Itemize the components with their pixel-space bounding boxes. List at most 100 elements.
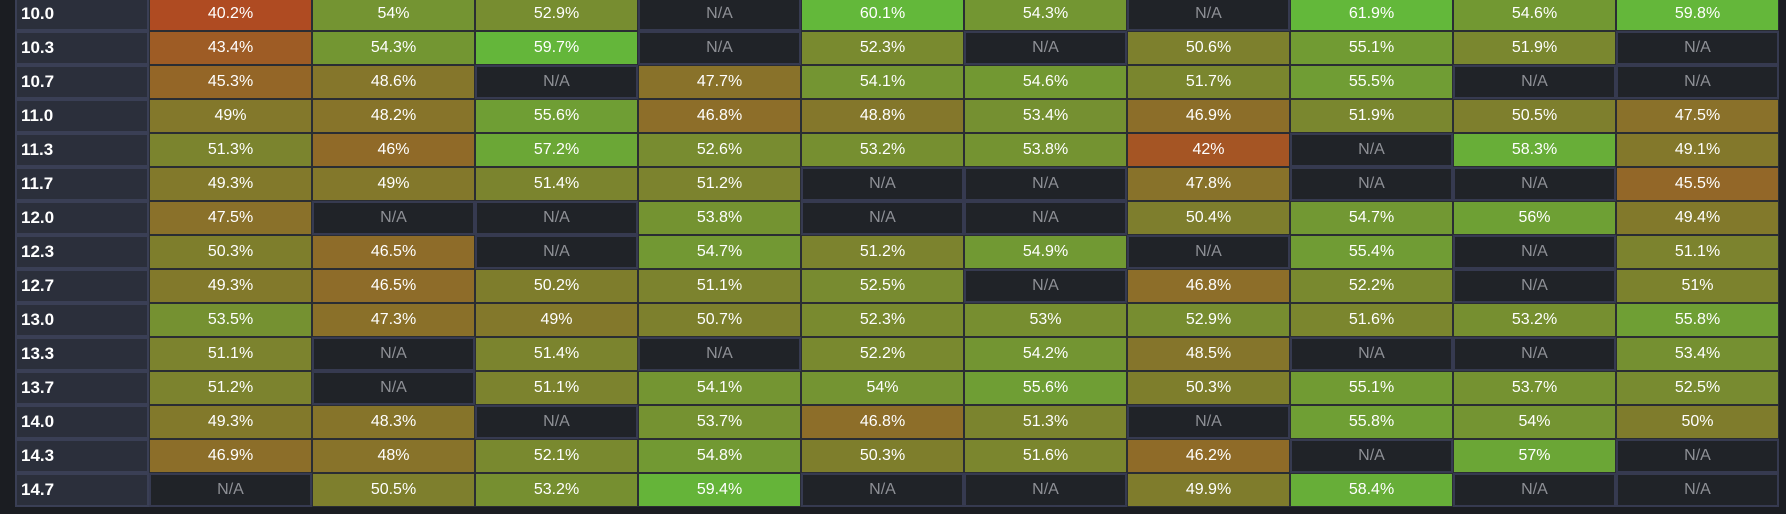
heatmap-cell: N/A [801,473,964,507]
heatmap-cell: 52.3% [801,31,964,65]
row-header: 14.0 [15,405,149,439]
heatmap-cell: N/A [475,65,638,99]
heatmap-cell: N/A [1290,167,1453,201]
heatmap-cell: 53.4% [1616,337,1779,371]
heatmap-cell: 51.1% [1616,235,1779,269]
heatmap-cell: N/A [964,167,1127,201]
heatmap-cell: 47.8% [1127,167,1290,201]
heatmap-cell: 46.5% [312,269,475,303]
heatmap-cell: N/A [1127,235,1290,269]
heatmap-cell: 61.9% [1290,0,1453,31]
heatmap-cell: 46.5% [312,235,475,269]
heatmap-cell: 46.8% [638,99,801,133]
heatmap-cell: 55.1% [1290,371,1453,405]
heatmap-cell: 45.3% [149,65,312,99]
heatmap-cell: 59.4% [638,473,801,507]
heatmap-cell: 54.8% [638,439,801,473]
heatmap-cell: 46.8% [1127,269,1290,303]
heatmap-cell: N/A [1290,439,1453,473]
heatmap-cell: N/A [1453,167,1616,201]
heatmap-cell: 56% [1453,201,1616,235]
row-header: 12.0 [15,201,149,235]
heatmap-cell: 47.5% [1616,99,1779,133]
heatmap-cell: 54.9% [964,235,1127,269]
heatmap-cell: 55.5% [1290,65,1453,99]
heatmap-cell: 52.1% [475,439,638,473]
heatmap-cell: 53.2% [801,133,964,167]
heatmap-cell: N/A [1453,235,1616,269]
heatmap-cell: 52.2% [801,337,964,371]
heatmap-cell: N/A [638,31,801,65]
heatmap-cell: 54% [312,0,475,31]
heatmap-cell: 51.6% [964,439,1127,473]
heatmap-cell: 52.2% [1290,269,1453,303]
heatmap-cell: 46% [312,133,475,167]
heatmap-cell: N/A [801,201,964,235]
heatmap-cell: N/A [312,337,475,371]
heatmap-cell: N/A [1127,405,1290,439]
heatmap-cell: 53.2% [1453,303,1616,337]
heatmap-cell: 52.9% [1127,303,1290,337]
heatmap-cell: 52.5% [1616,371,1779,405]
heatmap-cell: 55.8% [1290,405,1453,439]
heatmap-cell: 43.4% [149,31,312,65]
heatmap-cell: 51.9% [1453,31,1616,65]
heatmap-cell: 49.9% [1127,473,1290,507]
heatmap-cell: N/A [1290,337,1453,371]
row-header: 10.3 [15,31,149,65]
heatmap-cell: 47.3% [312,303,475,337]
heatmap-cell: 51.3% [149,133,312,167]
heatmap-cell: N/A [475,201,638,235]
heatmap-cell: 54.7% [638,235,801,269]
heatmap-cell: 46.9% [1127,99,1290,133]
heatmap-cell: 51.4% [475,167,638,201]
heatmap-cell: 50.2% [475,269,638,303]
heatmap-cell: 48.3% [312,405,475,439]
heatmap-cell: 50% [1616,405,1779,439]
heatmap-cell: 52.5% [801,269,964,303]
heatmap-cell: 50.3% [149,235,312,269]
heatmap-cell: 48.2% [312,99,475,133]
heatmap-cell: 51.7% [1127,65,1290,99]
heatmap-cell: 49.3% [149,167,312,201]
heatmap-cell: 51% [1616,269,1779,303]
heatmap-cell: 53.4% [964,99,1127,133]
heatmap-cell: N/A [964,31,1127,65]
heatmap-cell: 51.3% [964,405,1127,439]
heatmap-cell: 53.5% [149,303,312,337]
heatmap-cell: 47.5% [149,201,312,235]
heatmap-cell: 59.7% [475,31,638,65]
heatmap-cell: 46.2% [1127,439,1290,473]
row-header: 13.0 [15,303,149,337]
row-header: 13.7 [15,371,149,405]
row-header: 14.3 [15,439,149,473]
heatmap-cell: 48.6% [312,65,475,99]
heatmap-cell: 45.5% [1616,167,1779,201]
heatmap-cell: 42% [1127,133,1290,167]
row-header: 11.7 [15,167,149,201]
heatmap-cell: N/A [1453,269,1616,303]
heatmap-cell: 58.4% [1290,473,1453,507]
heatmap-cell: 48% [312,439,475,473]
heatmap-cell: N/A [149,473,312,507]
heatmap-cell: 51.1% [475,371,638,405]
row-header: 10.7 [15,65,149,99]
row-header: 14.7 [15,473,149,507]
row-header: 11.3 [15,133,149,167]
heatmap-cell: N/A [475,235,638,269]
heatmap-cell: 54.6% [964,65,1127,99]
heatmap-cell: 52.9% [475,0,638,31]
heatmap-cell: 57.2% [475,133,638,167]
heatmap-cell: N/A [1453,337,1616,371]
heatmap-cell: 49.3% [149,269,312,303]
row-header: 11.0 [15,99,149,133]
heatmap-cell: 60.1% [801,0,964,31]
heatmap-cell: 46.8% [801,405,964,439]
heatmap-cell: 49% [149,99,312,133]
heatmap-cell: 53% [964,303,1127,337]
row-header: 13.3 [15,337,149,371]
heatmap-cell: 51.2% [638,167,801,201]
heatmap-cell: 50.7% [638,303,801,337]
heatmap-cell: 49.1% [1616,133,1779,167]
heatmap-cell: 55.8% [1616,303,1779,337]
